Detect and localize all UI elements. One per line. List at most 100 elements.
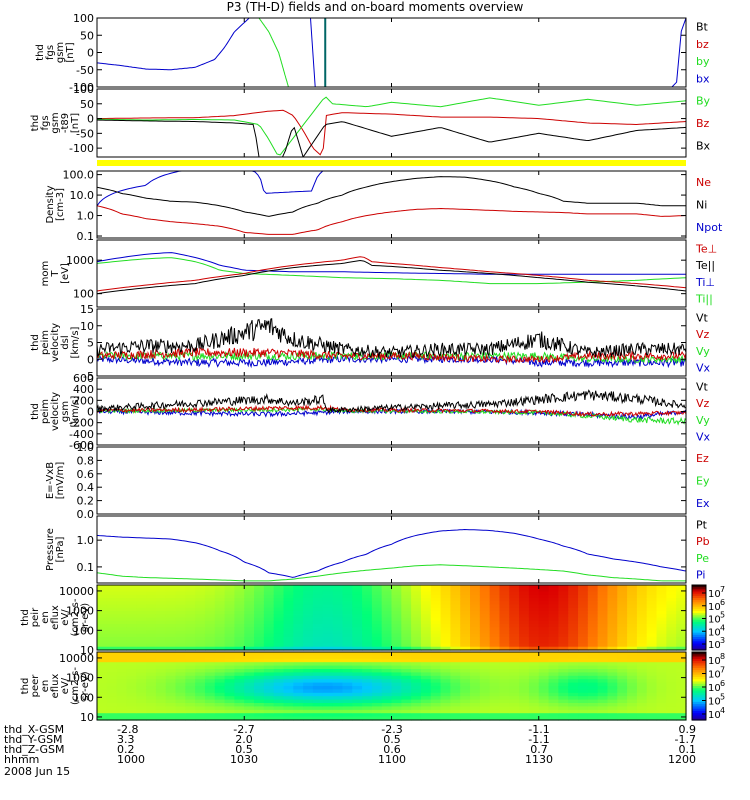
spectrogram-cell bbox=[254, 598, 265, 602]
spectrogram-cell bbox=[646, 617, 658, 622]
spectrogram-cell bbox=[322, 709, 334, 714]
ephemeris-label: thd_X-GSM bbox=[4, 723, 64, 736]
spectrogram-cell bbox=[155, 703, 167, 707]
spectrogram-cell bbox=[244, 646, 255, 651]
colorbar-segment bbox=[692, 613, 706, 616]
spectrogram-cell bbox=[362, 627, 373, 632]
spectrogram-cell bbox=[254, 672, 265, 677]
spectrogram-cell bbox=[381, 686, 393, 690]
spectrogram-cell bbox=[617, 658, 628, 663]
spectrogram-cell bbox=[578, 699, 589, 704]
spectrogram-cell bbox=[420, 588, 432, 593]
spectrogram-cell bbox=[106, 611, 118, 615]
spectrogram-cell bbox=[538, 679, 550, 684]
spectrogram-cell bbox=[470, 706, 481, 711]
spectrogram-cell bbox=[254, 604, 265, 609]
spectrogram-cell bbox=[479, 689, 491, 694]
ephemeris-value: 1130 bbox=[525, 753, 553, 766]
spectrogram-cell bbox=[312, 585, 324, 589]
spectrogram-cell bbox=[538, 624, 550, 628]
spectrogram-cell bbox=[293, 662, 304, 667]
spectrogram-cell bbox=[440, 682, 451, 687]
spectrogram-cell bbox=[312, 630, 324, 635]
spectrogram-cell bbox=[312, 640, 324, 645]
spectrogram-cell bbox=[411, 646, 422, 651]
spectrogram-cell bbox=[607, 607, 618, 612]
spectrogram-cell bbox=[391, 620, 402, 625]
spectrogram-cell bbox=[185, 624, 196, 628]
spectrogram-cell bbox=[106, 706, 118, 711]
spectrogram-cells bbox=[97, 585, 687, 651]
spectrogram-cell bbox=[656, 646, 667, 651]
spectrogram-cell bbox=[332, 703, 344, 707]
spectrogram-cell bbox=[146, 692, 157, 697]
spectrogram-cell bbox=[126, 699, 137, 704]
spectrogram-cell bbox=[204, 652, 216, 656]
spectrogram-cell bbox=[224, 665, 236, 670]
colorbar-segment bbox=[692, 704, 706, 707]
colorbar-tick-exponent: 5 bbox=[720, 611, 725, 620]
spectrogram-cell bbox=[244, 713, 255, 718]
spectrogram-cell bbox=[519, 686, 530, 690]
spectrogram-cell bbox=[617, 686, 628, 690]
spectrogram-cell bbox=[499, 709, 510, 714]
spectrogram-cell bbox=[568, 669, 579, 673]
spectrogram-cell bbox=[254, 709, 265, 714]
spectrogram-cell bbox=[656, 709, 667, 714]
spectrogram-cell bbox=[509, 640, 520, 645]
spectrogram-cell bbox=[656, 611, 667, 615]
spectrogram-cell bbox=[97, 620, 108, 625]
spectrogram-cell bbox=[430, 699, 442, 704]
spectrogram-cell bbox=[312, 598, 324, 602]
spectrogram-cell bbox=[568, 633, 579, 638]
spectrogram-cell bbox=[136, 706, 147, 711]
spectrogram-cell bbox=[106, 692, 118, 697]
spectrogram-cell bbox=[362, 713, 373, 718]
spectrogram-cell bbox=[548, 665, 559, 670]
spectrogram-cell bbox=[97, 692, 108, 697]
spectrogram-cell bbox=[204, 703, 216, 707]
y-tick-label: -50 bbox=[76, 127, 94, 140]
spectrogram-cell bbox=[538, 672, 550, 677]
spectrogram-cell bbox=[381, 709, 393, 714]
spectrogram-cell bbox=[116, 679, 128, 684]
spectrogram-cell bbox=[597, 594, 609, 599]
spectrogram-cell bbox=[254, 617, 265, 622]
spectrogram-cell bbox=[519, 679, 530, 684]
spectrogram-cell bbox=[136, 699, 147, 704]
spectrogram-cell bbox=[283, 601, 294, 606]
spectrogram-cell bbox=[499, 620, 510, 625]
spectrogram-cell bbox=[430, 646, 442, 651]
spectrogram-cell bbox=[244, 675, 255, 680]
spectrogram-cell bbox=[362, 591, 373, 596]
spectrogram-cell bbox=[263, 662, 275, 667]
spectrogram-cell bbox=[273, 624, 285, 628]
ephemeris-value: 0.9 bbox=[679, 723, 697, 736]
spectrogram-cell bbox=[293, 686, 304, 690]
spectrogram-cell bbox=[106, 682, 118, 687]
spectrogram-cell bbox=[254, 627, 265, 632]
spectrogram-cell bbox=[185, 655, 196, 660]
spectrogram-cell bbox=[479, 709, 491, 714]
spectrogram-cell bbox=[420, 614, 432, 619]
spectrogram-cell bbox=[479, 658, 491, 663]
spectrogram-cell bbox=[126, 686, 137, 690]
spectrogram-cell bbox=[617, 713, 628, 718]
spectrogram-cell bbox=[97, 585, 108, 589]
spectrogram-cell bbox=[587, 630, 599, 635]
spectrogram-cell bbox=[519, 706, 530, 711]
spectrogram-cell bbox=[676, 716, 687, 721]
spectrogram-cell bbox=[342, 682, 353, 687]
spectrogram-cell bbox=[578, 686, 589, 690]
spectrogram-cell bbox=[401, 706, 412, 711]
spectrogram-cell bbox=[558, 692, 569, 697]
spectrogram-cell bbox=[676, 627, 687, 632]
spectrogram-cell bbox=[332, 617, 344, 622]
spectrogram-cell bbox=[116, 662, 128, 667]
spectrogram-cell bbox=[411, 696, 422, 701]
colorbar-segment bbox=[692, 615, 706, 619]
spectrogram-cell bbox=[332, 706, 344, 711]
spectrogram-cell bbox=[646, 611, 658, 615]
spectrogram-cell bbox=[136, 679, 147, 684]
spectrogram-cell bbox=[116, 620, 128, 625]
